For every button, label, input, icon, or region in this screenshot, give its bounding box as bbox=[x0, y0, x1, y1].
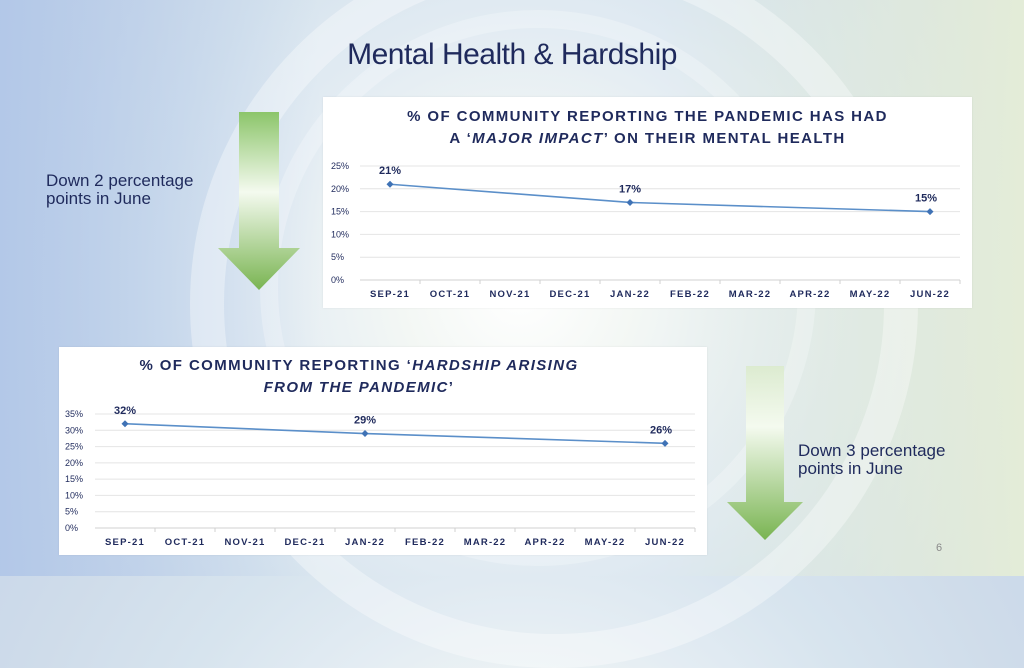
y-tick-label: 20% bbox=[65, 458, 83, 468]
x-tick-label: APR-22 bbox=[790, 289, 831, 300]
y-tick-label: 35% bbox=[65, 409, 83, 419]
x-tick-label: JAN-22 bbox=[610, 289, 650, 300]
x-tick-label: DEC-21 bbox=[285, 537, 326, 548]
x-tick-label: MAY-22 bbox=[585, 537, 626, 548]
chart-panel-mental-health: % OF COMMUNITY REPORTING THE PANDEMIC HA… bbox=[323, 97, 972, 308]
down-arrow-icon-bottom bbox=[727, 366, 803, 540]
y-tick-label: 25% bbox=[331, 161, 349, 171]
x-tick-label: JUN-22 bbox=[645, 537, 685, 548]
x-tick-label: NOV-21 bbox=[225, 537, 266, 548]
page-number: 6 bbox=[936, 542, 943, 554]
x-tick-label: OCT-21 bbox=[430, 289, 470, 300]
x-tick-label: NOV-21 bbox=[490, 289, 531, 300]
data-point bbox=[121, 420, 129, 428]
data-label: 21% bbox=[379, 165, 401, 177]
data-point bbox=[386, 180, 394, 188]
chart-panel-hardship: % OF COMMUNITY REPORTING ‘HARDSHIP ARISI… bbox=[59, 347, 707, 555]
y-tick-label: 0% bbox=[331, 275, 344, 285]
x-tick-label: APR-22 bbox=[525, 537, 566, 548]
data-label: 15% bbox=[915, 193, 937, 205]
data-label: 29% bbox=[354, 415, 376, 427]
y-tick-label: 5% bbox=[65, 507, 78, 517]
x-tick-label: OCT-21 bbox=[165, 537, 205, 548]
y-tick-label: 20% bbox=[331, 184, 349, 194]
x-tick-label: MAY-22 bbox=[850, 289, 891, 300]
chart-title-hardship: % OF COMMUNITY REPORTING ‘HARDSHIP ARISI… bbox=[59, 355, 659, 399]
line-chart-hardship: 0% 5% 10% 15% 20% 25% 30% 35% SEP-21 OCT-21 NOV-21… bbox=[65, 405, 696, 548]
x-tick-label: MAR-22 bbox=[464, 537, 507, 548]
y-tick-label: 25% bbox=[65, 442, 83, 452]
data-point bbox=[626, 198, 634, 206]
x-tick-label: JAN-22 bbox=[345, 537, 385, 548]
chart-title-line2: A ‘MAJOR IMPACT’ ON THEIR MENTAL HEALTH bbox=[449, 130, 846, 147]
y-tick-label: 0% bbox=[65, 523, 78, 533]
x-tick-label: DEC-21 bbox=[550, 289, 591, 300]
chart-title-line2: FROM THE PANDEMIC’ bbox=[263, 379, 455, 396]
x-tick-label: SEP-21 bbox=[370, 289, 410, 300]
y-tick-label: 5% bbox=[331, 252, 344, 262]
slide-title: Mental Health & Hardship bbox=[347, 38, 677, 71]
data-label: 17% bbox=[619, 183, 641, 195]
data-label: 26% bbox=[650, 424, 672, 436]
chart-title-line1: % OF COMMUNITY REPORTING THE PANDEMIC HA… bbox=[407, 108, 888, 125]
x-tick-label: MAR-22 bbox=[729, 289, 772, 300]
chart-title-line1: % OF COMMUNITY REPORTING ‘HARDSHIP ARISI… bbox=[139, 357, 579, 374]
down-arrow-icon-top bbox=[218, 112, 300, 290]
note-bottom: Down 3 percentage points in June bbox=[798, 442, 945, 478]
data-label: 32% bbox=[114, 405, 136, 417]
data-point bbox=[661, 439, 669, 447]
y-tick-label: 15% bbox=[331, 207, 349, 217]
x-tick-label: FEB-22 bbox=[670, 289, 710, 300]
data-point bbox=[926, 208, 934, 216]
y-tick-label: 10% bbox=[65, 490, 83, 500]
note-top-line2: points in June bbox=[46, 189, 151, 208]
x-tick-label: SEP-21 bbox=[105, 537, 145, 548]
series-line bbox=[124, 422, 666, 445]
line-chart-mental-health: 0% 5% 10% 15% 20% 25% SEP-21 OCT-21 NOV-21 DEC-21… bbox=[331, 161, 961, 300]
note-top-line1: Down 2 percentage bbox=[46, 171, 194, 190]
y-tick-label: 10% bbox=[331, 229, 349, 239]
note-bottom-line2: points in June bbox=[798, 459, 903, 478]
x-tick-label: FEB-22 bbox=[405, 537, 445, 548]
note-bottom-line1: Down 3 percentage bbox=[798, 441, 946, 460]
x-tick-label: JUN-22 bbox=[910, 289, 950, 300]
data-point bbox=[361, 430, 369, 438]
y-tick-label: 30% bbox=[65, 425, 83, 435]
chart-title-mental-health: % OF COMMUNITY REPORTING THE PANDEMIC HA… bbox=[323, 106, 972, 150]
y-tick-label: 15% bbox=[65, 474, 83, 484]
note-top: Down 2 percentage points in June bbox=[46, 172, 193, 208]
